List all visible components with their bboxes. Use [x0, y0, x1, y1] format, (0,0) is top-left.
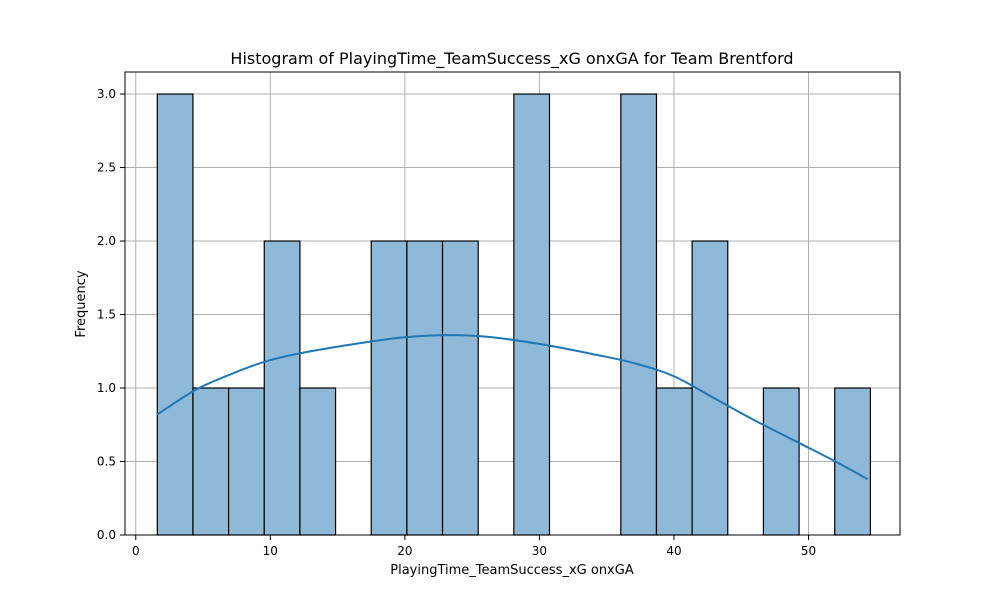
histogram-bar: [228, 387, 265, 536]
histogram-bars: [156, 93, 871, 536]
histogram-bar: [513, 93, 551, 536]
x-axis-label: PlayingTime_TeamSuccess_xG onxGA: [390, 563, 634, 578]
histogram-bar: [156, 93, 194, 536]
histogram-bar: [192, 387, 230, 536]
kde-line: [156, 334, 869, 481]
y-tick-label: 3.0: [97, 87, 116, 101]
x-tick-label: 50: [801, 544, 816, 558]
x-tick-label: 30: [532, 544, 547, 558]
histogram-bar: [620, 93, 658, 536]
x-tick-label: 20: [397, 544, 412, 558]
histogram-bar: [263, 240, 301, 536]
histogram-bar: [441, 240, 479, 536]
chart-title: Histogram of PlayingTime_TeamSuccess_xG …: [230, 49, 793, 69]
x-tick-label: 0: [132, 544, 140, 558]
y-tick-label: 2.0: [97, 234, 116, 248]
kde-curve: [156, 334, 869, 481]
histogram-bar: [834, 387, 871, 536]
x-axis-ticks: 0 10 20 30 40 50: [132, 535, 816, 558]
histogram-bar: [406, 240, 444, 536]
histogram-bar: [370, 240, 408, 536]
x-tick-label: 10: [263, 544, 278, 558]
y-tick-label: 1.0: [97, 381, 116, 395]
histogram-bar: [655, 387, 693, 536]
y-tick-label: 2.5: [97, 161, 116, 175]
y-axis-label: Frequency: [74, 270, 89, 337]
grid: [125, 72, 900, 536]
y-tick-label: 0.0: [97, 528, 116, 542]
plot-frame: [124, 71, 901, 536]
y-tick-label: 0.5: [97, 455, 116, 469]
histogram-bar: [762, 387, 800, 536]
histogram-bar: [299, 387, 337, 536]
y-axis-ticks: 0.0 0.5 1.0 1.5 2.0 2.5 3.0: [97, 87, 125, 542]
x-tick-label: 40: [666, 544, 681, 558]
y-tick-label: 1.5: [97, 308, 116, 322]
